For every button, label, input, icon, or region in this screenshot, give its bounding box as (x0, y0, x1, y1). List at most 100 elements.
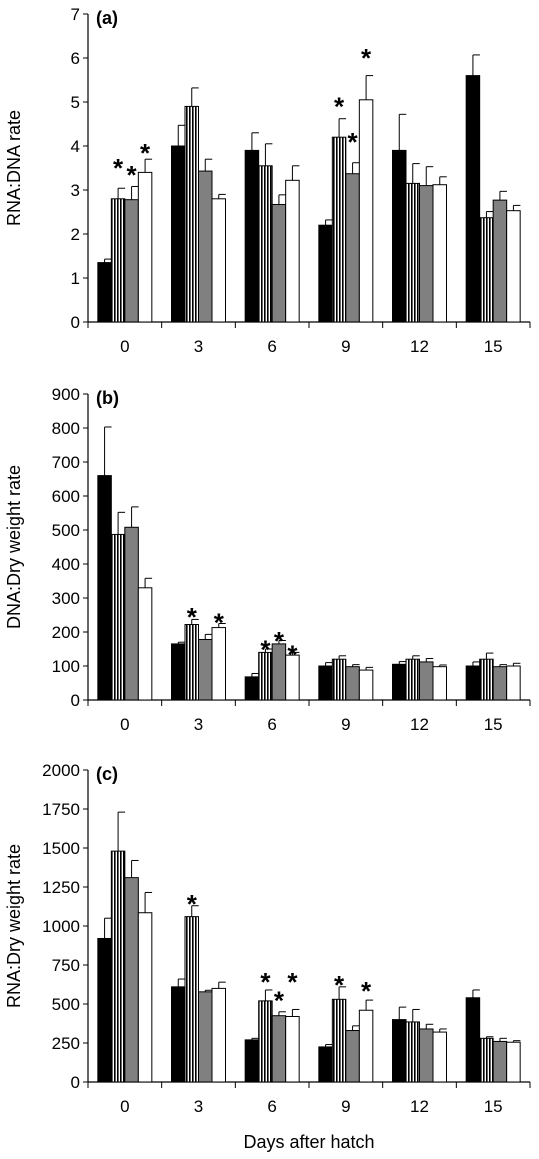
bar (271, 204, 287, 323)
bar (198, 991, 213, 1083)
bar (465, 75, 481, 323)
x-tick-label: 9 (341, 715, 350, 734)
significance-star: * (127, 160, 138, 190)
x-tick-label: 9 (341, 337, 350, 356)
bar (331, 998, 347, 1083)
bar (285, 1015, 300, 1083)
x-tick-label: 0 (120, 715, 129, 734)
y-tick-label: 500 (52, 521, 80, 540)
y-tick-label: 0 (71, 313, 80, 332)
bar (110, 198, 126, 323)
y-tick-label: 3 (71, 181, 80, 200)
bar (285, 654, 300, 701)
bar (137, 587, 153, 701)
bar (244, 149, 260, 323)
x-tick-label: 15 (484, 1097, 503, 1116)
y-tick-label: 6 (71, 49, 80, 68)
bar (331, 136, 347, 323)
bar (271, 1015, 287, 1083)
significance-star: * (260, 635, 271, 665)
y-tick-label: 1000 (42, 917, 80, 936)
bar (171, 145, 186, 323)
bar (345, 666, 360, 701)
bar (97, 937, 112, 1083)
bar (331, 658, 347, 701)
significance-star: * (187, 889, 198, 919)
significance-star: * (348, 127, 359, 157)
bar (211, 987, 226, 1083)
x-tick-label: 12 (410, 337, 429, 356)
bar (198, 170, 213, 323)
x-tick-label: 3 (194, 1097, 203, 1116)
y-tick-label: 400 (52, 555, 80, 574)
significance-star: * (334, 970, 345, 1000)
bar (358, 669, 374, 701)
y-axis-label: DNA:Dry weight rate (4, 465, 24, 629)
significance-star: * (274, 626, 285, 656)
bar (405, 658, 420, 701)
bar (318, 224, 333, 323)
x-axis-label: Days after hatch (243, 1132, 374, 1152)
y-tick-label: 0 (71, 691, 80, 710)
y-tick-label: 2000 (42, 761, 80, 780)
bar (345, 1030, 360, 1083)
x-tick-label: 15 (484, 715, 503, 734)
y-tick-label: 1 (71, 269, 80, 288)
x-tick-label: 0 (120, 337, 129, 356)
panel-label: (b) (96, 388, 119, 408)
bar (318, 1046, 333, 1083)
bar (405, 1021, 420, 1083)
y-tick-label: 900 (52, 385, 80, 404)
panel-label: (a) (96, 8, 118, 28)
bar (392, 663, 407, 701)
bar (211, 198, 226, 323)
significance-star: * (214, 607, 225, 637)
y-tick-label: 800 (52, 419, 80, 438)
bar (184, 916, 199, 1083)
bar (184, 105, 199, 323)
bar (318, 665, 333, 701)
x-tick-label: 6 (267, 1097, 276, 1116)
bar (124, 199, 139, 323)
x-tick-label: 6 (267, 337, 276, 356)
bar (419, 661, 434, 701)
bar (492, 1040, 508, 1083)
y-tick-label: 750 (52, 956, 80, 975)
y-tick-label: 250 (52, 1034, 80, 1053)
y-tick-label: 300 (52, 589, 80, 608)
x-tick-label: 12 (410, 1097, 429, 1116)
y-tick-label: 100 (52, 657, 80, 676)
panel-label: (c) (96, 764, 118, 784)
bar (258, 1000, 273, 1083)
y-axis-label: RNA:Dry weight rate (4, 844, 24, 1008)
significance-star: * (287, 640, 298, 670)
bar (97, 475, 112, 701)
x-tick-label: 9 (341, 1097, 350, 1116)
y-tick-label: 600 (52, 487, 80, 506)
y-tick-label: 200 (52, 623, 80, 642)
y-tick-label: 500 (52, 995, 80, 1014)
y-tick-label: 1750 (42, 800, 80, 819)
x-tick-label: 3 (194, 715, 203, 734)
bar (244, 676, 260, 701)
bar (345, 173, 360, 323)
y-tick-label: 1500 (42, 839, 80, 858)
bar (432, 184, 447, 323)
bar (124, 877, 139, 1083)
bar (479, 217, 494, 323)
bar (97, 262, 112, 323)
bar (506, 1041, 521, 1083)
bar (244, 1039, 260, 1083)
bar (392, 1019, 407, 1083)
bar (506, 210, 521, 323)
bar (171, 986, 186, 1083)
bar (258, 165, 273, 323)
bar (479, 658, 494, 701)
bar (479, 1037, 494, 1083)
y-tick-label: 7 (71, 5, 80, 24)
y-tick-label: 0 (71, 1073, 80, 1092)
bar (492, 666, 508, 701)
